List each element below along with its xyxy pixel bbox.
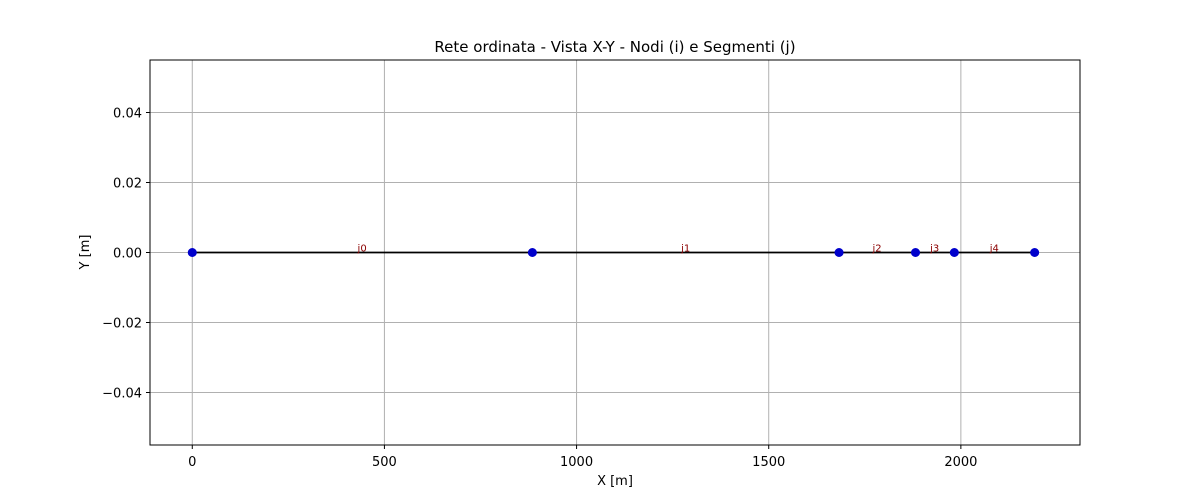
node-point [1030,248,1040,257]
segment-labels: j0 j1 j2 j3 j4 [357,244,999,255]
y-tick-label: 0.00 [113,247,142,262]
y-tick-label: −0.04 [102,387,142,402]
node-point [911,248,921,257]
x-axis-label: X [m] [597,474,633,489]
node-point [834,248,844,257]
chart-title: Rete ordinata - Vista X-Y - Nodi (i) e S… [434,38,795,56]
y-tick-label: −0.02 [102,317,142,332]
x-tick-label: 1500 [752,455,785,470]
y-axis-ticks: 0.04 0.02 0.00 −0.02 −0.04 [102,107,150,402]
node-point [187,248,197,257]
nodes [187,248,1040,257]
segment-label: j4 [989,244,999,255]
x-axis-ticks: 0 500 1000 1500 2000 [188,445,977,470]
node-point [527,248,537,257]
segment-label: j2 [872,244,882,255]
x-tick-label: 500 [372,455,397,470]
y-tick-label: 0.02 [113,177,142,192]
x-tick-label: 0 [188,455,196,470]
y-axis-label: Y [m] [78,235,93,271]
x-tick-label: 2000 [944,455,977,470]
segment-label: j0 [357,244,367,255]
segment-label: j3 [929,244,939,255]
node-point [949,248,959,257]
x-tick-label: 1000 [560,455,593,470]
segment-label: j1 [680,244,690,255]
y-tick-label: 0.04 [113,107,142,122]
